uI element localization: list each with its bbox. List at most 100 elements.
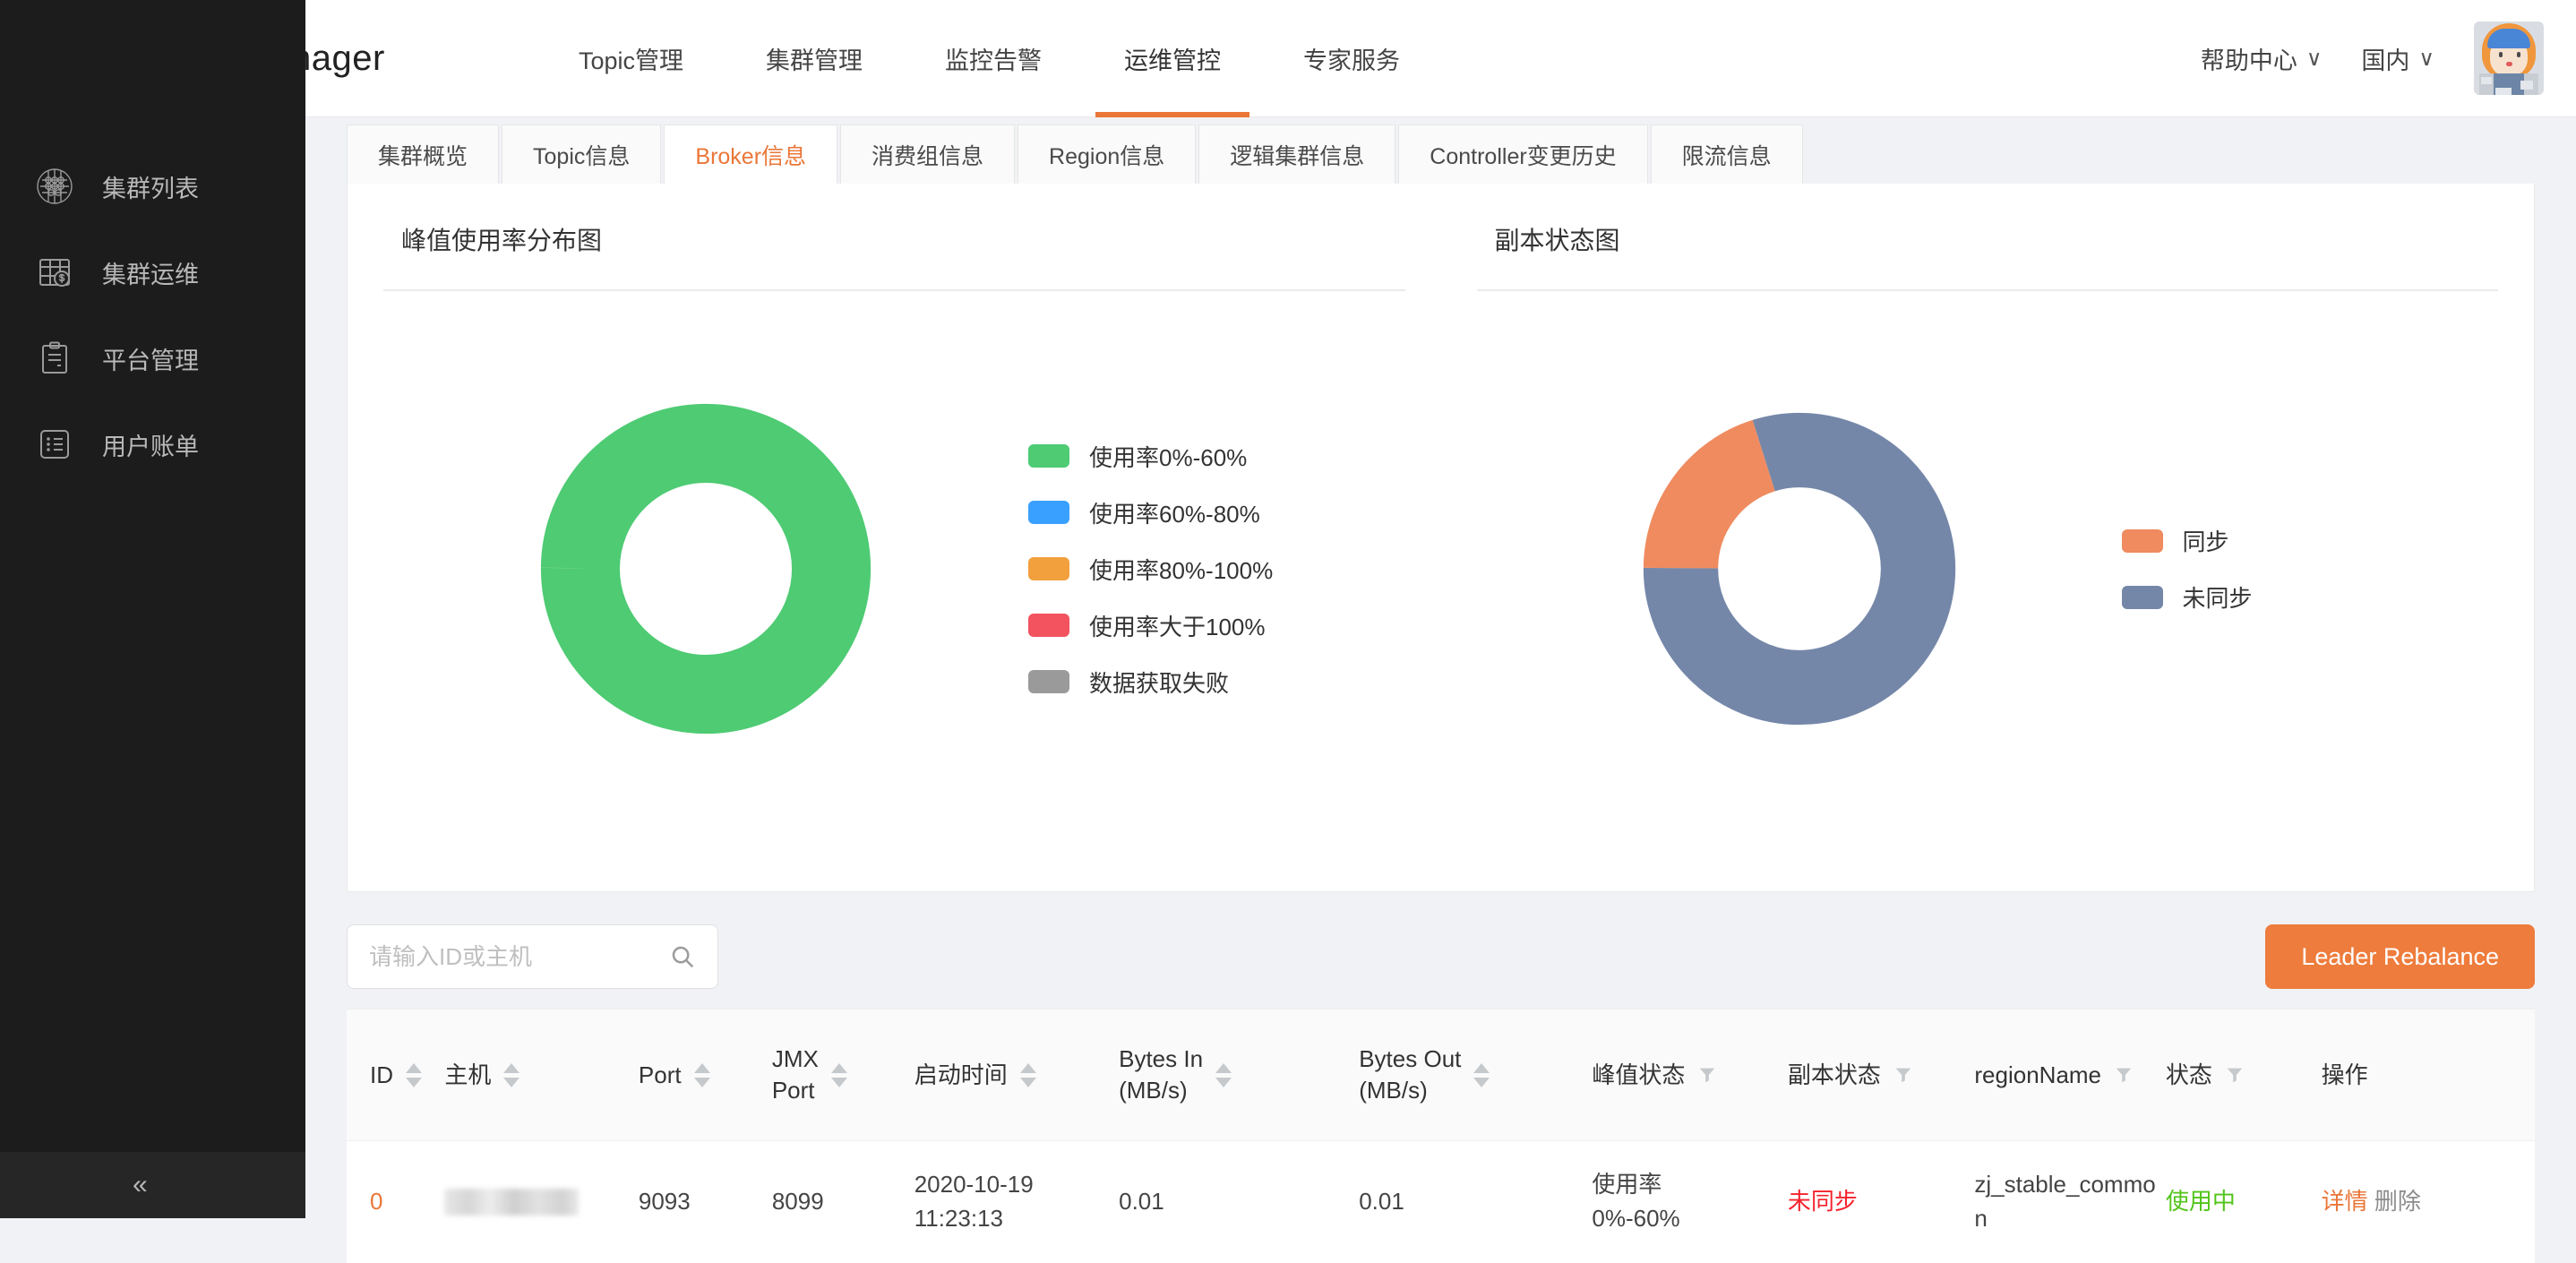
legend-swatch [1028, 614, 1069, 637]
column-header-port[interactable]: Port [639, 1010, 772, 1140]
nav-label: 集群管理 [766, 47, 863, 74]
column-label-line2: (MB/s) [1359, 1077, 1428, 1104]
sort-toggle-icon[interactable] [503, 1062, 520, 1087]
redacted-host-value [444, 1188, 580, 1216]
search-box[interactable] [347, 924, 718, 989]
sidebar-collapse-button[interactable]: « [0, 1152, 305, 1218]
legend-item[interactable]: 使用率大于100% [1028, 609, 1273, 642]
filter-icon[interactable] [2225, 1064, 2245, 1086]
broker-table: ID 主机 Port JMX Port 启动时间 [347, 1009, 2535, 1263]
filter-icon[interactable] [1893, 1064, 1913, 1086]
column-header-bytes-in[interactable]: Bytes In (MB/s) [1119, 1010, 1359, 1140]
nav-label: 运维管控 [1124, 47, 1222, 74]
chevron-down-icon: ∨ [2306, 46, 2323, 71]
table-body: 0 9093 8099 2020-10-19 11:23:13 0.01 0.0… [347, 1140, 2535, 1262]
tab-label: Controller变更历史 [1430, 143, 1617, 169]
sidebar-item-cluster-list[interactable]: 集群列表 [0, 143, 305, 229]
sort-toggle-icon[interactable] [406, 1062, 422, 1087]
legend-item[interactable]: 同步 [2121, 524, 2253, 557]
peak-state-line1: 使用率 [1592, 1171, 1662, 1199]
region-menu[interactable]: 国内 ∨ [2361, 41, 2434, 76]
nav-item-ops[interactable]: 运维管控 [1083, 0, 1262, 117]
tab-label: 消费组信息 [872, 143, 984, 169]
list-icon [34, 424, 75, 465]
table-row[interactable]: 0 9093 8099 2020-10-19 11:23:13 0.01 0.0… [347, 1140, 2535, 1262]
tab-throttle-info[interactable]: 限流信息 [1650, 125, 1803, 184]
filter-icon[interactable] [1697, 1064, 1717, 1086]
tab-controller-history[interactable]: Controller变更历史 [1398, 125, 1648, 184]
sidebar-item-label: 集群列表 [102, 175, 199, 202]
cell-id[interactable]: 0 [370, 1188, 383, 1216]
search-input[interactable] [369, 942, 656, 971]
tab-label: 集群概览 [378, 143, 468, 169]
peak-usage-chart-title: 峰值使用率分布图 [401, 227, 603, 254]
column-header-host[interactable]: 主机 [444, 1010, 638, 1140]
tab-topic-info[interactable]: Topic信息 [502, 125, 662, 184]
peak-usage-donut-svg [540, 403, 872, 735]
legend-item[interactable]: 未同步 [2121, 580, 2253, 614]
filter-icon[interactable] [2114, 1064, 2134, 1086]
peak-usage-chart-panel: 峰值使用率分布图 使用率0%-60% [348, 184, 1441, 891]
cell-bytes-in: 0.01 [1119, 1188, 1164, 1216]
sort-toggle-icon[interactable] [693, 1062, 710, 1087]
tab-consumer-group-info[interactable]: 消费组信息 [840, 125, 1016, 184]
nav-item-cluster[interactable]: 集群管理 [725, 0, 904, 117]
sidebar-item-label: 用户账单 [102, 433, 199, 460]
column-label: 主机 [444, 1061, 492, 1088]
help-center-menu[interactable]: 帮助中心 ∨ [2201, 41, 2323, 76]
column-label-line2: Port [771, 1077, 815, 1104]
column-header-id[interactable]: ID [347, 1010, 444, 1140]
peak-usage-donut [383, 403, 1028, 735]
column-header-bytes-out[interactable]: Bytes Out (MB/s) [1359, 1010, 1592, 1140]
sidebar-item-label: 集群运维 [102, 261, 199, 288]
avatar[interactable] [2474, 21, 2544, 95]
legend-swatch [1028, 444, 1069, 468]
column-header-peak-state[interactable]: 峰值状态 [1592, 1010, 1787, 1140]
nav-item-expert[interactable]: 专家服务 [1262, 0, 1441, 117]
tab-region-info[interactable]: Region信息 [1018, 125, 1197, 184]
sidebar-item-user-bill[interactable]: 用户账单 [0, 401, 305, 487]
clipboard-icon [34, 338, 75, 379]
content-area: 集群概览 Topic信息 Broker信息 消费组信息 Region信息 逻辑集… [305, 117, 2576, 1263]
leader-rebalance-button[interactable]: Leader Rebalance [2265, 924, 2535, 989]
column-header-replica-state[interactable]: 副本状态 [1788, 1010, 1975, 1140]
tab-cluster-overview[interactable]: 集群概览 [347, 125, 500, 184]
replica-status-donut-svg [1643, 412, 1955, 726]
column-label: Bytes In (MB/s) [1119, 1044, 1203, 1106]
header-right: 帮助中心 ∨ 国内 ∨ [2201, 21, 2576, 95]
sort-toggle-icon[interactable] [830, 1062, 847, 1087]
cell-port: 9093 [638, 1188, 691, 1216]
tab-logical-cluster-info[interactable]: 逻辑集群信息 [1198, 125, 1396, 184]
sort-toggle-icon[interactable] [1473, 1062, 1490, 1087]
legend-item[interactable]: 使用率80%-100% [1028, 553, 1273, 586]
row-action-detail[interactable]: 详情 [2321, 1188, 2368, 1216]
tab-broker-info[interactable]: Broker信息 [664, 125, 838, 184]
main-nav: Topic管理 集群管理 监控告警 运维管控 专家服务 [537, 0, 2201, 117]
replica-status-donut [1477, 412, 2122, 726]
column-header-region-name[interactable]: regionName [1974, 1010, 2166, 1140]
legend-item[interactable]: 数据获取失败 [1028, 666, 1273, 699]
legend-swatch [2121, 528, 2163, 553]
sort-toggle-icon[interactable] [1019, 1062, 1036, 1087]
tab-label: Topic信息 [533, 143, 631, 169]
column-label: Port [638, 1061, 682, 1088]
help-center-label: 帮助中心 [2200, 47, 2297, 74]
replica-status-chart-panel: 副本状态图 同步 [1441, 184, 2535, 891]
legend-label: 使用率0%-60% [1089, 443, 1248, 471]
row-action-delete[interactable]: 删除 [2374, 1188, 2421, 1216]
column-header-state[interactable]: 状态 [2166, 1010, 2322, 1140]
sidebar-item-platform-admin[interactable]: 平台管理 [0, 315, 305, 401]
column-header-jmx-port[interactable]: JMX Port [772, 1010, 914, 1140]
sidebar-item-cluster-ops[interactable]: 集群运维 [0, 229, 305, 315]
column-label: 峰值状态 [1592, 1061, 1686, 1088]
nav-item-topic[interactable]: Topic管理 [537, 0, 725, 117]
sort-toggle-icon[interactable] [1215, 1062, 1232, 1087]
search-icon[interactable] [669, 943, 696, 970]
cell-state: 使用中 [2165, 1188, 2236, 1216]
legend-item[interactable]: 使用率60%-80% [1028, 496, 1273, 529]
cell-region-name: zj_stable_common [1974, 1171, 2156, 1232]
tab-label: Region信息 [1049, 143, 1165, 169]
column-header-start-time[interactable]: 启动时间 [914, 1010, 1119, 1140]
legend-item[interactable]: 使用率0%-60% [1028, 440, 1273, 473]
nav-item-monitor[interactable]: 监控告警 [904, 0, 1083, 117]
